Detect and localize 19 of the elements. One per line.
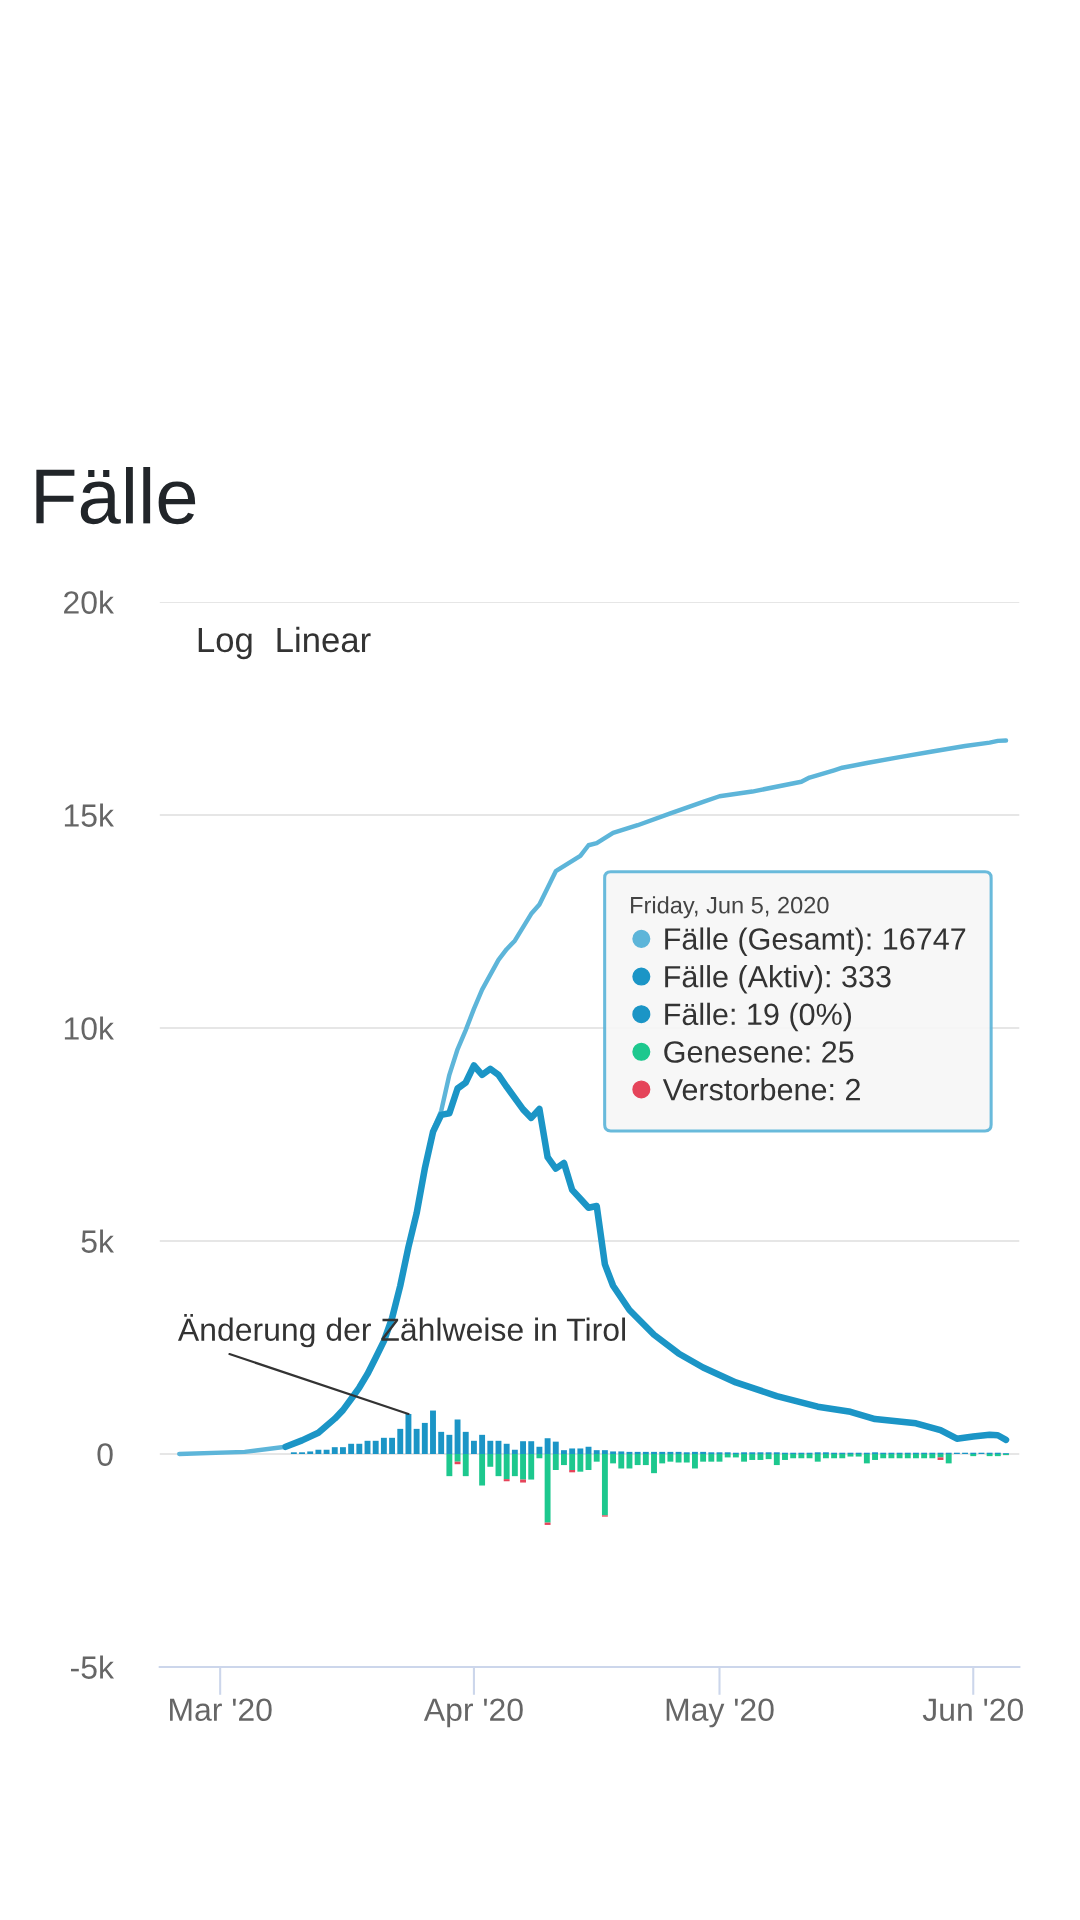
- legend-title: Friday, Jun 5, 2020: [631, 896, 829, 919]
- x-tick-label: May '20: [666, 1698, 774, 1728]
- y-tick-label: 15k: [64, 803, 115, 827]
- x-tick-label: Mar '20: [170, 1698, 272, 1722]
- y-tick-label: 20k: [64, 590, 115, 614]
- chart-title: Fälle: [36, 467, 196, 525]
- legend-label: Verstorbene: 2: [662, 1078, 860, 1101]
- annotation: Log: [198, 628, 252, 660]
- y-tick-label: 0: [97, 1443, 113, 1466]
- y-tick-label: 10k: [64, 1016, 115, 1040]
- x-tick-label: Jun '20: [922, 1698, 1024, 1722]
- legend-label: Fälle (Gesamt): 16747: [665, 927, 966, 956]
- legend-label: Fälle: 19 (0%): [665, 1002, 852, 1032]
- y-tick-label: 5k: [81, 1229, 115, 1253]
- x-tick-label: Apr '20: [423, 1698, 523, 1728]
- annotation: Linear: [277, 626, 371, 653]
- y-tick-label: -5k: [71, 1655, 115, 1679]
- legend-label: Fälle (Aktiv): 333: [665, 965, 891, 994]
- legend-label: Genesene: 25: [664, 1041, 854, 1063]
